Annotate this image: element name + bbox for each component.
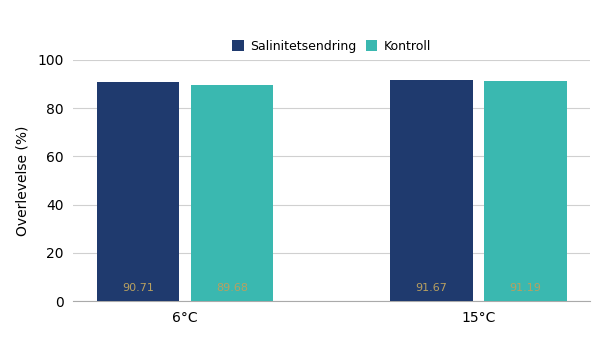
Text: 90.71: 90.71 [122, 283, 154, 293]
Text: 91.67: 91.67 [416, 283, 448, 293]
Legend: Salinitetsendring, Kontroll: Salinitetsendring, Kontroll [227, 35, 436, 58]
Text: 89.68: 89.68 [216, 283, 248, 293]
Bar [191, 85, 273, 301]
Bar [390, 80, 473, 301]
Bar [97, 82, 179, 301]
Text: 91.19: 91.19 [509, 283, 541, 293]
Bar [485, 81, 566, 301]
Y-axis label: Overlevelse (%): Overlevelse (%) [15, 125, 29, 236]
